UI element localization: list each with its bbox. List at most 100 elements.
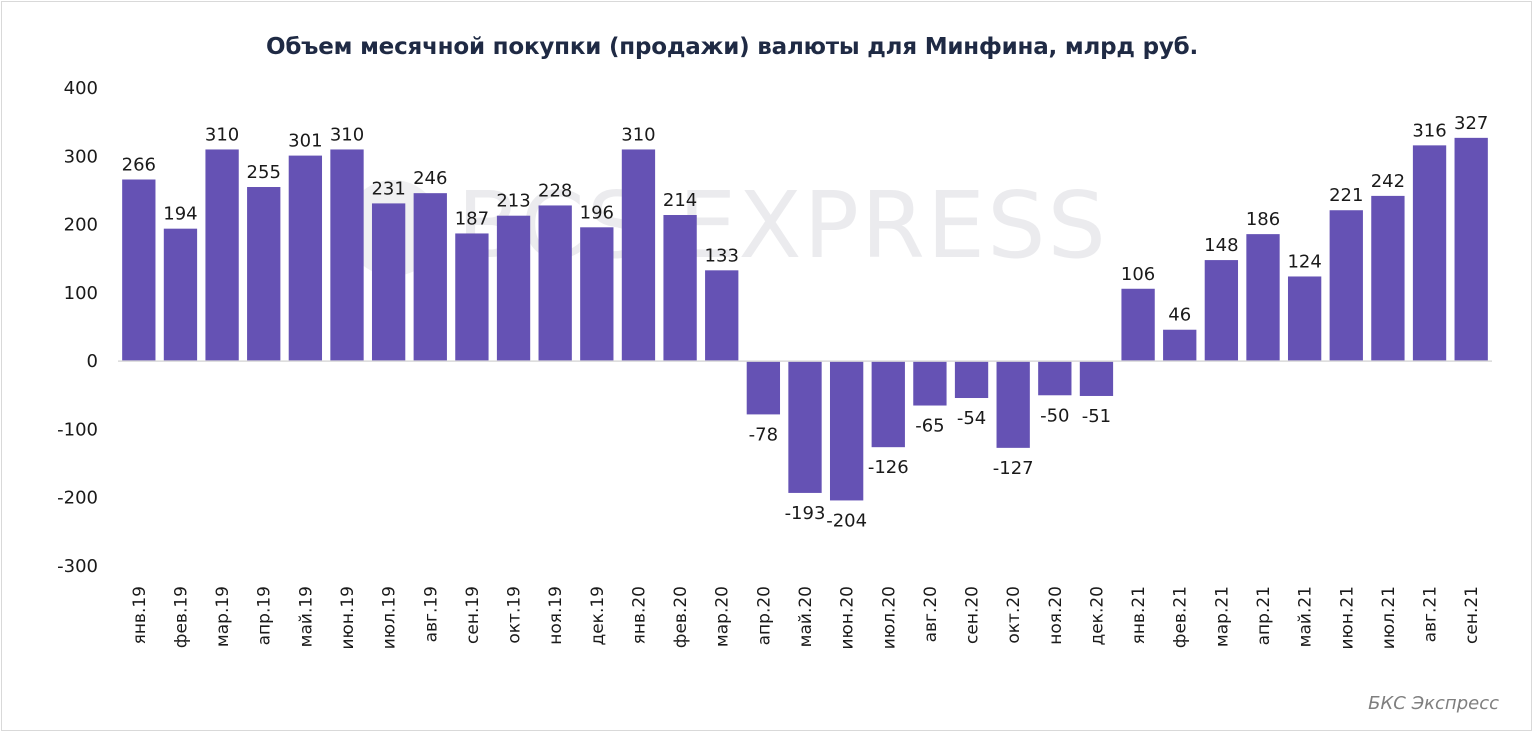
bar <box>913 361 947 406</box>
x-tick-label: июн.21 <box>1337 586 1357 650</box>
data-label: 242 <box>1371 171 1405 192</box>
bar <box>1163 329 1197 362</box>
bar <box>954 361 989 399</box>
bar <box>705 270 739 362</box>
bar <box>247 187 281 362</box>
y-tick-label: 400 <box>64 78 98 99</box>
x-tick-label: янв.19 <box>130 586 150 644</box>
x-tick-label: сен.20 <box>963 586 983 644</box>
bar <box>288 155 323 362</box>
data-label: 310 <box>205 124 239 145</box>
bar <box>1079 361 1114 396</box>
data-label: 196 <box>580 202 614 223</box>
data-label: 310 <box>330 124 364 145</box>
data-label: 301 <box>288 131 322 152</box>
bar <box>996 361 1030 448</box>
x-tick-label: фев.20 <box>671 586 691 648</box>
data-label: -51 <box>1082 406 1111 427</box>
x-tick-label: июл.21 <box>1379 586 1399 649</box>
bar <box>371 203 406 362</box>
data-label: 187 <box>455 208 489 229</box>
bars <box>122 137 1488 501</box>
bar <box>1287 276 1322 362</box>
bar <box>330 149 364 362</box>
x-tick-label: май.21 <box>1296 586 1316 647</box>
data-label: -78 <box>749 424 778 445</box>
y-tick-label: 100 <box>64 283 98 304</box>
y-tick-label: 200 <box>64 215 98 236</box>
bar <box>538 205 572 362</box>
data-label: 46 <box>1168 305 1191 326</box>
chart-title: Объем месячной покупки (продажи) валюты … <box>265 34 1199 60</box>
data-label: 186 <box>1246 209 1280 230</box>
bar <box>163 228 198 362</box>
bar <box>413 193 447 362</box>
y-tick-label: -100 <box>57 419 98 440</box>
x-tick-label: сен.19 <box>463 586 483 644</box>
data-label: 194 <box>163 204 197 225</box>
y-tick-label: 0 <box>87 351 98 372</box>
data-label: -204 <box>826 510 867 531</box>
x-tick-label: янв.21 <box>1129 586 1149 644</box>
y-tick-label: -300 <box>57 556 98 577</box>
data-label: 228 <box>538 180 572 201</box>
x-tick-label: ноя.19 <box>546 586 566 645</box>
data-label: 255 <box>247 162 281 183</box>
bar <box>871 361 905 448</box>
bar <box>205 149 239 362</box>
data-label: -50 <box>1040 405 1069 426</box>
x-tick-label: окт.20 <box>1004 586 1024 644</box>
x-tick-label: окт.19 <box>505 586 525 644</box>
y-axis: 400 300 200 100 0 -100 -200 -300 <box>57 78 98 577</box>
x-axis: янв.19 фев.19 мар.19 апр.19 май.19 июн.19 июл.… <box>130 586 1482 650</box>
bar <box>746 361 781 415</box>
bar <box>580 227 614 362</box>
x-tick-label: май.20 <box>796 586 816 647</box>
x-tick-label: авг.19 <box>421 586 441 642</box>
bar <box>1204 260 1239 362</box>
bar <box>1038 361 1072 396</box>
bar <box>663 215 697 362</box>
data-label: 124 <box>1287 251 1321 272</box>
data-label: 246 <box>413 168 447 189</box>
data-label: -54 <box>957 408 986 429</box>
source-credit: БКС Экспресс <box>1368 693 1499 714</box>
y-tick-label: 300 <box>64 146 98 167</box>
bar <box>122 179 156 362</box>
bar <box>621 149 656 362</box>
bar <box>788 361 822 493</box>
x-tick-label: мар.19 <box>213 586 233 647</box>
x-tick-label: авг.20 <box>921 586 941 642</box>
x-tick-label: июн.20 <box>838 586 858 650</box>
x-tick-label: июл.19 <box>380 586 400 649</box>
x-tick-label: мар.21 <box>1212 586 1232 647</box>
data-label: 148 <box>1204 235 1238 256</box>
data-label: 221 <box>1329 185 1363 206</box>
x-tick-label: июн.19 <box>338 586 358 650</box>
data-label: 133 <box>705 245 739 266</box>
x-tick-label: ноя.20 <box>1046 586 1066 645</box>
data-label: 316 <box>1412 120 1446 141</box>
bar <box>496 215 531 362</box>
x-tick-label: авг.21 <box>1421 586 1441 642</box>
data-label: -193 <box>785 503 826 524</box>
y-tick-label: -200 <box>57 488 98 509</box>
data-label: -65 <box>915 416 944 437</box>
data-label: -126 <box>868 457 909 478</box>
x-tick-label: дек.20 <box>1087 586 1107 646</box>
bar <box>1454 137 1488 362</box>
x-tick-label: май.19 <box>296 586 316 647</box>
x-tick-label: янв.20 <box>629 586 649 644</box>
x-tick-label: июл.20 <box>879 586 899 649</box>
data-label: 266 <box>122 155 156 176</box>
bar <box>829 361 864 501</box>
data-label: 214 <box>663 190 697 211</box>
x-tick-label: фев.21 <box>1171 586 1191 648</box>
data-label: 231 <box>371 178 405 199</box>
bar <box>1246 234 1280 362</box>
data-labels: 266 194 310 255 301 310 231 246 187 213 228 196 310 2… <box>122 113 1489 532</box>
bar <box>1412 145 1447 362</box>
data-label: 213 <box>496 191 530 212</box>
